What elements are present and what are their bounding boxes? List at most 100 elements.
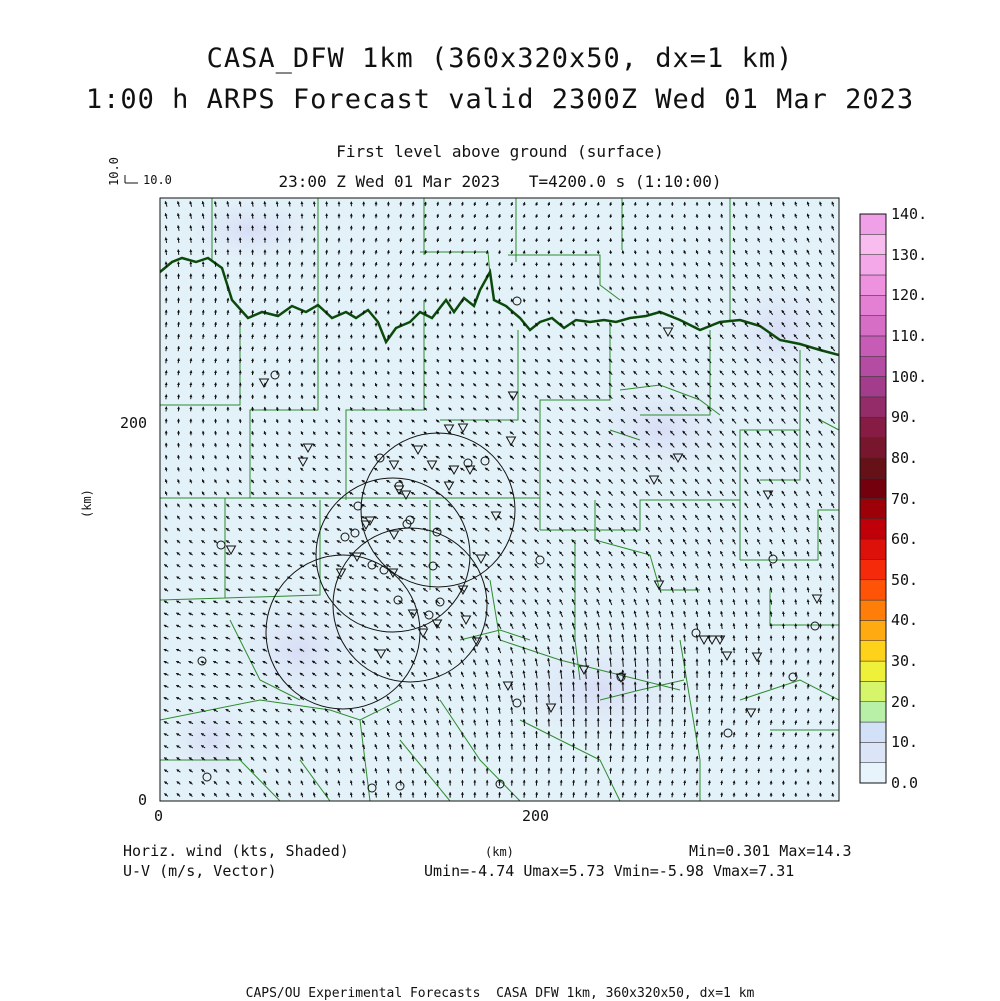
wind-vector-icon	[610, 670, 611, 679]
colorbar-label: 60.	[891, 530, 918, 548]
wind-vector-icon	[265, 274, 266, 279]
wind-vector-icon	[796, 684, 797, 689]
wind-vector-icon	[512, 299, 513, 302]
wind-vector-icon	[598, 792, 599, 797]
wind-vector-icon	[450, 756, 451, 761]
wind-vector-icon	[191, 371, 192, 376]
wind-vector-icon	[302, 395, 303, 399]
wind-vector-icon	[215, 322, 216, 327]
wind-vector-icon	[833, 721, 834, 725]
wind-vector-icon	[351, 250, 352, 254]
wind-vector-icon	[586, 263, 587, 267]
wind-vector-icon	[252, 359, 253, 363]
wind-vector-icon	[215, 226, 216, 231]
wind-vector-icon	[326, 262, 327, 266]
wind-vector-icon	[758, 757, 759, 761]
wind-vector-icon	[166, 383, 167, 388]
colorbar-swatch	[860, 275, 886, 295]
wind-vector-icon	[289, 347, 290, 351]
wind-vector-icon	[734, 202, 735, 206]
wind-vector-icon	[672, 658, 673, 666]
wind-vector-icon	[228, 298, 229, 303]
wind-vector-icon	[623, 658, 624, 667]
wind-vector-icon	[363, 311, 364, 315]
wind-vector-icon	[833, 733, 834, 737]
wind-vector-icon	[820, 660, 821, 664]
wind-vector-icon	[425, 287, 426, 291]
wind-vector-icon	[746, 757, 747, 761]
uv-min-max-label: Umin=-4.74 Umax=5.73 Vmin=-5.98 Vmax=7.3…	[424, 862, 794, 880]
wind-vector-icon	[178, 358, 179, 363]
wind-vector-icon	[388, 226, 389, 230]
colorbar-swatch	[860, 417, 886, 437]
wind-vector-icon	[820, 672, 821, 676]
wind-vector-icon	[660, 658, 661, 666]
wind-vector-icon	[215, 383, 216, 387]
wind-vector-icon	[252, 214, 253, 219]
wind-vector-icon	[178, 371, 179, 376]
wind-vector-icon	[215, 310, 216, 315]
wind-vector-icon	[623, 202, 624, 205]
colorbar-swatch	[860, 478, 886, 498]
wind-vector-icon	[512, 719, 513, 726]
wind-vector-icon	[709, 769, 710, 774]
wind-vector-icon	[252, 286, 253, 291]
wind-vector-icon	[598, 670, 599, 679]
wind-vector-icon	[351, 262, 352, 266]
wind-vector-icon	[697, 781, 698, 786]
wind-vector-icon	[475, 744, 476, 750]
colorbar-label: 10.	[891, 733, 918, 751]
wind-vector-icon	[721, 732, 722, 737]
wind-vector-icon	[808, 708, 809, 712]
wind-vector-icon	[314, 262, 315, 267]
wind-vector-icon	[240, 226, 241, 231]
wind-vector-icon	[672, 647, 673, 655]
wind-vector-icon	[746, 732, 747, 737]
wind-vector-icon	[400, 299, 401, 303]
wind-vector-icon	[684, 226, 685, 230]
wind-vector-icon	[240, 214, 241, 219]
wind-vector-icon	[647, 756, 648, 762]
wind-vector-icon	[771, 745, 772, 749]
colorbar-label: 110.	[891, 327, 927, 345]
colorbar-label: 120.	[891, 286, 927, 304]
wind-vector-icon	[672, 226, 673, 230]
wind-vector-icon	[697, 214, 698, 218]
wind-vector-icon	[376, 359, 377, 363]
shaded-variable-label: Horiz. wind (kts, Shaded)	[123, 842, 349, 860]
wind-vector-icon	[833, 600, 834, 605]
wind-vector-icon	[289, 323, 290, 327]
wind-vector-icon	[425, 768, 426, 773]
wind-vector-icon	[240, 298, 241, 303]
wind-vector-icon	[475, 311, 476, 315]
wind-vector-icon	[326, 298, 327, 302]
wind-vector-icon	[721, 781, 722, 785]
wind-vector-icon	[265, 407, 266, 411]
colorbar-label: 40.	[891, 611, 918, 629]
colorbar-swatch	[860, 295, 886, 315]
title-line-2: 1:00 h ARPS Forecast valid 2300Z Wed 01 …	[0, 84, 1000, 115]
wind-vector-icon	[709, 720, 710, 726]
colorbar-swatch	[860, 539, 886, 559]
wind-vector-icon	[277, 407, 278, 411]
wind-vector-icon	[178, 346, 179, 351]
wind-vector-icon	[598, 780, 599, 786]
colorbar-swatch	[860, 681, 886, 701]
wind-vector-icon	[240, 347, 241, 352]
wind-vector-icon	[240, 371, 241, 375]
wind-vector-icon	[351, 299, 352, 303]
wind-vector-icon	[166, 322, 167, 327]
reference-vector-horizontal-label: 10.0	[143, 173, 172, 187]
wind-vector-icon	[289, 395, 290, 399]
wind-vector-icon	[623, 768, 624, 774]
wind-vector-icon	[228, 310, 229, 315]
wind-vector-icon	[487, 732, 488, 738]
wind-vector-icon	[734, 708, 735, 714]
wind-vector-icon	[783, 612, 784, 617]
wind-vector-icon	[339, 323, 340, 327]
wind-vector-icon	[647, 658, 648, 667]
wind-vector-icon	[672, 756, 673, 762]
wind-vector-icon	[178, 250, 179, 255]
wind-vector-icon	[586, 780, 587, 786]
wind-vector-icon	[314, 323, 315, 327]
